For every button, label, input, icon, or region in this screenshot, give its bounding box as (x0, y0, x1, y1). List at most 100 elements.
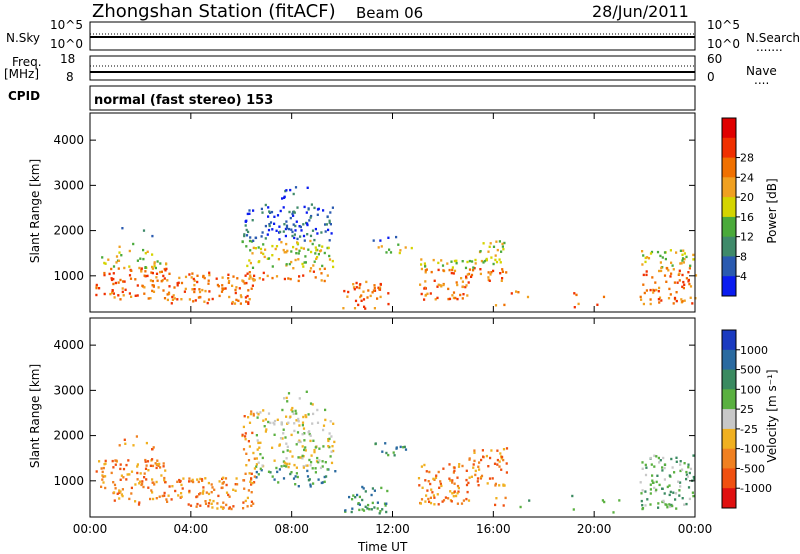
velocity-cell (297, 440, 300, 444)
power-colorbar-label: Power [dB] (765, 178, 779, 244)
velocity-cell (164, 480, 167, 484)
power-cell (245, 300, 248, 303)
velocity-cell (668, 503, 671, 506)
velocity-cell (344, 509, 347, 512)
power-cell (410, 246, 413, 250)
power-cell (440, 259, 443, 262)
velocity-cell (156, 463, 159, 466)
velocity-cell (344, 510, 347, 513)
power-cell (285, 189, 288, 192)
power-cell (192, 277, 195, 281)
power-cell (264, 248, 267, 251)
velocity-cell (110, 471, 113, 475)
power-cell (201, 288, 204, 292)
velocity-cell (671, 504, 674, 508)
velocity-cell (357, 502, 360, 505)
power-cell (285, 251, 288, 254)
velocity-cell (434, 476, 438, 479)
velocity-cell (466, 490, 469, 494)
power-cell (420, 292, 423, 296)
velocity-cell (451, 481, 454, 484)
power-cell (505, 271, 508, 274)
x-tick-label: 04:00 (174, 522, 209, 536)
power-cell (681, 285, 684, 288)
power-cell (692, 253, 695, 257)
velocity-cell (283, 461, 286, 464)
power-cell (163, 267, 166, 271)
velocity-cell (655, 488, 658, 492)
power-cell (271, 244, 274, 248)
velocity-cell (661, 487, 664, 490)
velocity-cell (244, 499, 247, 503)
power-cell (310, 203, 313, 206)
velocity-cell (113, 483, 117, 487)
velocity-cell (451, 479, 454, 482)
power-cell (642, 254, 645, 257)
velocity-cell (433, 503, 436, 506)
power-cell (193, 288, 196, 291)
power-colorbar: 4 8 12 16 20 24 28 (721, 117, 754, 297)
power-cell (183, 290, 186, 293)
power-cell (378, 288, 381, 291)
velocity-cell (649, 483, 652, 486)
power-cell (168, 272, 171, 275)
velocity-cell (421, 486, 424, 489)
power-cell (310, 250, 313, 254)
power-cell (495, 240, 498, 243)
velocity-cell (287, 392, 291, 395)
power-cell (352, 283, 355, 286)
velocity-cell (145, 464, 148, 467)
nave-label: Nave (746, 64, 777, 78)
power-cell (441, 264, 445, 267)
power-cell (470, 273, 474, 277)
power-cell (373, 284, 376, 287)
power-cell (246, 272, 249, 275)
velocity-cell (452, 471, 455, 474)
power-cell (461, 297, 464, 300)
velocity-cell (303, 439, 306, 442)
power-cell (663, 274, 667, 277)
power-cell (285, 220, 288, 223)
velocity-cell (480, 458, 483, 462)
velocity-cell (251, 431, 254, 435)
velocity-cell (242, 425, 245, 429)
velocity-cell (370, 508, 373, 511)
velocity-cell (269, 471, 272, 474)
velocity-cell (640, 499, 643, 503)
velocity-cell (222, 476, 225, 479)
colorbar-tick-label: 4 (740, 270, 747, 283)
velocity-cell (245, 452, 248, 455)
velocity-cell (126, 473, 129, 476)
power-cell (602, 295, 606, 299)
velocity-cell (679, 485, 682, 488)
power-cell (273, 215, 276, 218)
velocity-cell (379, 510, 382, 513)
velocity-cell (304, 414, 307, 417)
velocity-cell (286, 400, 289, 403)
velocity-cell (242, 479, 245, 482)
power-cell (468, 268, 472, 271)
velocity-cell (361, 508, 364, 511)
power-cell (424, 280, 427, 283)
velocity-cell (496, 458, 499, 462)
velocity-cell (487, 465, 490, 468)
velocity-cell (200, 478, 204, 481)
velocity-cell (327, 439, 330, 443)
power-cell (465, 284, 468, 287)
velocity-cell (272, 421, 275, 425)
velocity-cell (235, 477, 238, 480)
velocity-cell (477, 484, 480, 487)
velocity-cell (649, 492, 652, 495)
power-cell (302, 223, 305, 226)
velocity-cell (250, 504, 253, 507)
power-cell (287, 277, 290, 280)
velocity-cell (247, 416, 250, 419)
power-cell (367, 289, 370, 292)
velocity-cell (287, 465, 290, 469)
power-cell (208, 273, 211, 277)
velocity-cell (502, 483, 505, 486)
velocity-cell (387, 453, 390, 457)
power-cell (278, 238, 281, 241)
velocity-cell (448, 477, 451, 480)
